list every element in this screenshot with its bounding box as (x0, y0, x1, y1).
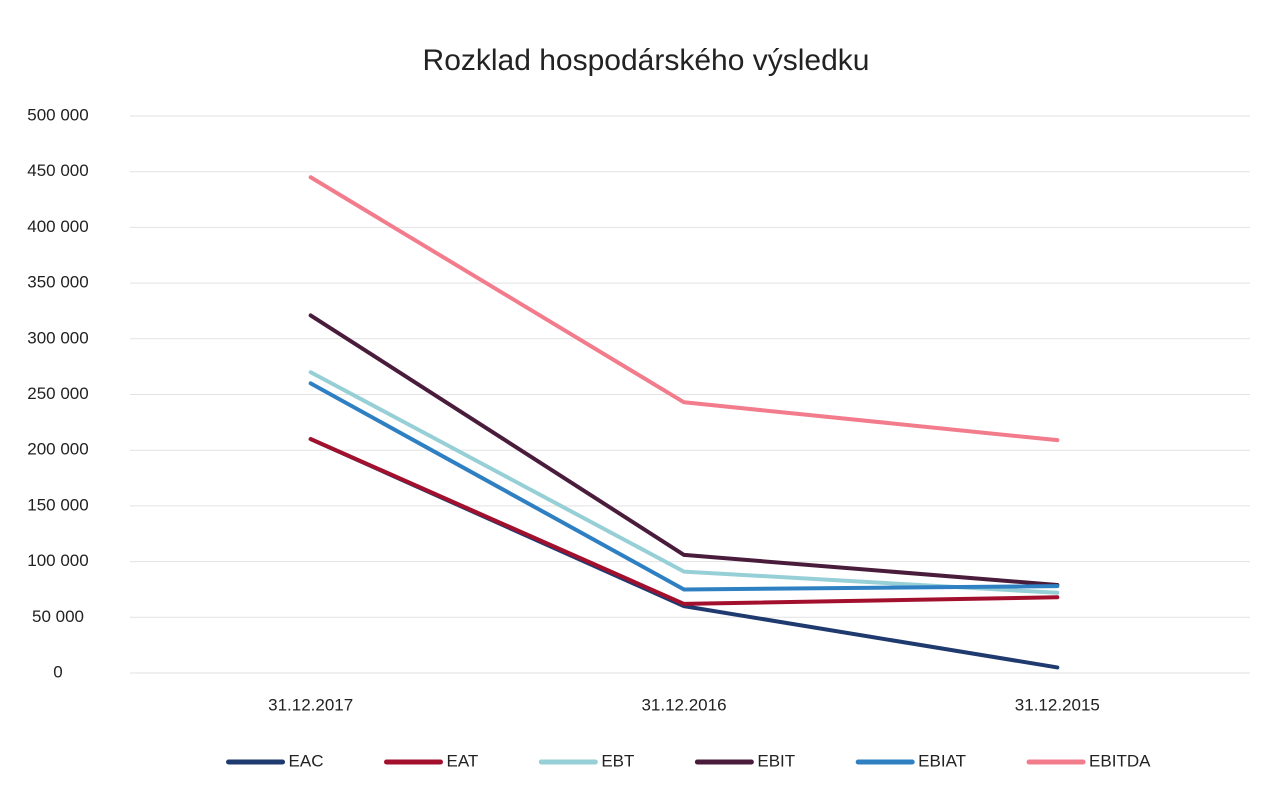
legend-label: EAT (447, 751, 479, 770)
legend-label: EBT (601, 751, 634, 770)
series-line (308, 175, 1060, 443)
legend-label: EBIAT (918, 751, 966, 770)
y-tick-label: 200 000 (27, 440, 88, 459)
series-line (308, 381, 1060, 592)
y-tick-label: 500 000 (27, 105, 88, 124)
y-tick-label: 0 (53, 662, 62, 681)
y-tick-label: 250 000 (27, 384, 88, 403)
y-tick-label: 350 000 (27, 273, 88, 292)
legend-label: EBIT (757, 751, 795, 770)
series-line (308, 313, 1060, 587)
y-tick-label: 150 000 (27, 495, 88, 514)
x-tick-label: 31.12.2015 (1015, 695, 1100, 714)
y-tick-label: 400 000 (27, 217, 88, 236)
series-line (308, 437, 1060, 606)
legend-label: EBITDA (1089, 751, 1151, 770)
y-tick-label: 100 000 (27, 551, 88, 570)
legend-label: EAC (289, 751, 324, 770)
y-tick-label: 50 000 (32, 607, 84, 626)
x-tick-label: 31.12.2016 (641, 695, 726, 714)
y-tick-label: 450 000 (27, 161, 88, 180)
y-tick-label: 300 000 (27, 328, 88, 347)
chart-title: Rozklad hospodárského výsledku (423, 44, 870, 77)
x-tick-label: 31.12.2017 (268, 695, 353, 714)
